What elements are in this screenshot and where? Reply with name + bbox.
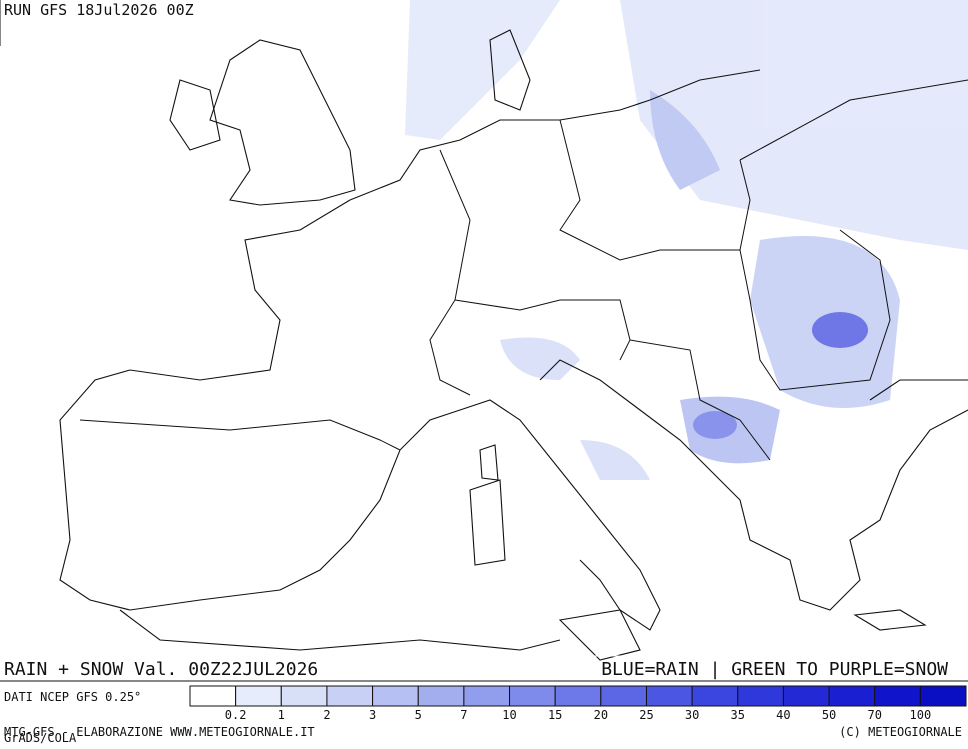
coastline — [489, 29, 531, 111]
run-label: RUN GFS 18Jul2026 00Z — [4, 1, 194, 19]
coastlines — [59, 29, 968, 661]
colorbar-label: 0.2 — [225, 708, 247, 722]
colorbar-box — [509, 685, 556, 707]
colorbar-box — [463, 685, 511, 707]
coastline — [209, 39, 356, 206]
colorbar-label: 10 — [502, 708, 516, 722]
coastline — [469, 479, 506, 566]
colorbar-box — [645, 685, 693, 707]
colorbar-label: 7 — [460, 708, 467, 722]
coastline — [853, 609, 927, 631]
colorbar-label: 40 — [776, 708, 790, 722]
precip-area — [620, 0, 968, 250]
colorbar-label: 50 — [822, 708, 836, 722]
coastline — [169, 79, 221, 151]
coastline — [349, 69, 761, 201]
colorbar-box — [280, 685, 328, 707]
product-title: RAIN + SNOW Val. 00Z22JUL2026 — [4, 659, 318, 680]
colorbar-label: 5 — [415, 708, 422, 722]
precip-area — [812, 312, 868, 348]
data-source: DATI NCEP GFS 0.25° — [4, 690, 141, 704]
colorbar-box — [189, 685, 237, 707]
precip-areas — [405, 0, 968, 480]
credit: MTG-GFS - ELABORAZIONE WWW.METEOGIORNALE… — [4, 725, 315, 739]
colorbar-label: 35 — [731, 708, 745, 722]
colorbar-box — [691, 685, 739, 707]
coastline — [558, 609, 641, 661]
border — [79, 419, 401, 451]
border — [559, 119, 740, 261]
coastline — [59, 199, 661, 631]
colorbar-label: 1 — [278, 708, 285, 722]
colorbar-box — [782, 685, 830, 707]
color-key: BLUE=RAIN | GREEN TO PURPLE=SNOW — [601, 659, 948, 680]
borders — [79, 79, 968, 461]
colorbar-box — [326, 685, 374, 707]
colorbar-label: 100 — [910, 708, 932, 722]
colorbar-label: 20 — [594, 708, 608, 722]
border — [429, 149, 471, 396]
precip-area — [650, 90, 720, 190]
precip-area — [500, 337, 580, 380]
colorbar-label: 25 — [639, 708, 653, 722]
colorbar-box — [372, 685, 419, 707]
coastline — [539, 359, 968, 611]
colorbar-box — [737, 685, 784, 707]
colorbar-label: 3 — [369, 708, 376, 722]
border — [629, 339, 771, 461]
colorbar: 0.2 1 2 3 5 7 10 15 20 25 30 35 40 50 70 100 — [189, 685, 967, 722]
precip-area — [580, 440, 650, 480]
coastline — [119, 609, 561, 651]
colorbar-box — [417, 685, 465, 707]
colorbar-label: 2 — [323, 708, 330, 722]
colorbar-label: 30 — [685, 708, 699, 722]
colorbar-box — [874, 685, 921, 707]
border — [739, 229, 891, 391]
colorbar-box — [235, 685, 282, 707]
coastline — [869, 379, 968, 401]
colorbar-label: 70 — [867, 708, 881, 722]
colorbar-box — [828, 685, 876, 707]
software: GrADS/COLA — [4, 731, 77, 745]
colorbar-box — [919, 685, 967, 707]
colorbar-box — [600, 685, 647, 707]
copyright: (C) METEOGIORNALE — [839, 725, 962, 739]
precip-area — [405, 0, 560, 140]
border — [454, 299, 631, 361]
precip-area — [693, 411, 737, 439]
colorbar-box — [554, 685, 602, 707]
border — [739, 79, 968, 251]
colorbar-label: 15 — [548, 708, 562, 722]
coastline — [479, 444, 499, 481]
